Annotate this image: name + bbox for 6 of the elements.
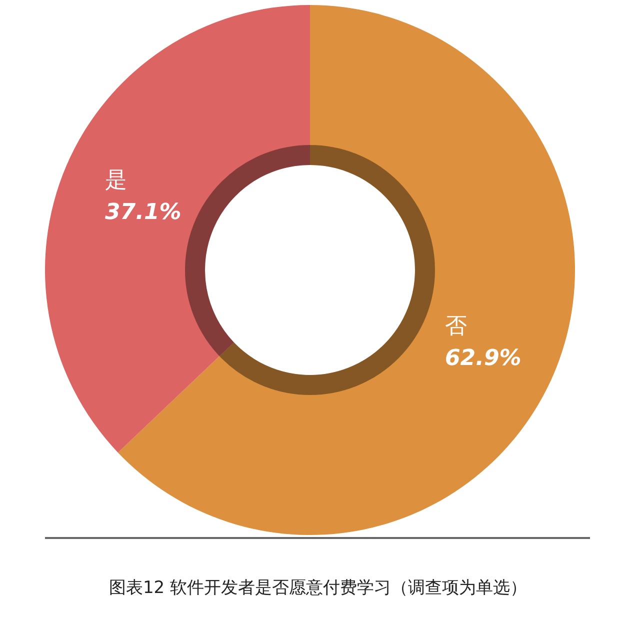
text: 图表12 软件开发者是否愿意付费学习（调查项为单选） — [108, 578, 528, 598]
slice-label: 否 — [445, 314, 468, 339]
data-label: 37.1% — [104, 200, 182, 226]
slice-label: 是 — [104, 168, 127, 194]
donut-slice — [45, 5, 310, 453]
data-label: 62.9% — [445, 346, 522, 371]
